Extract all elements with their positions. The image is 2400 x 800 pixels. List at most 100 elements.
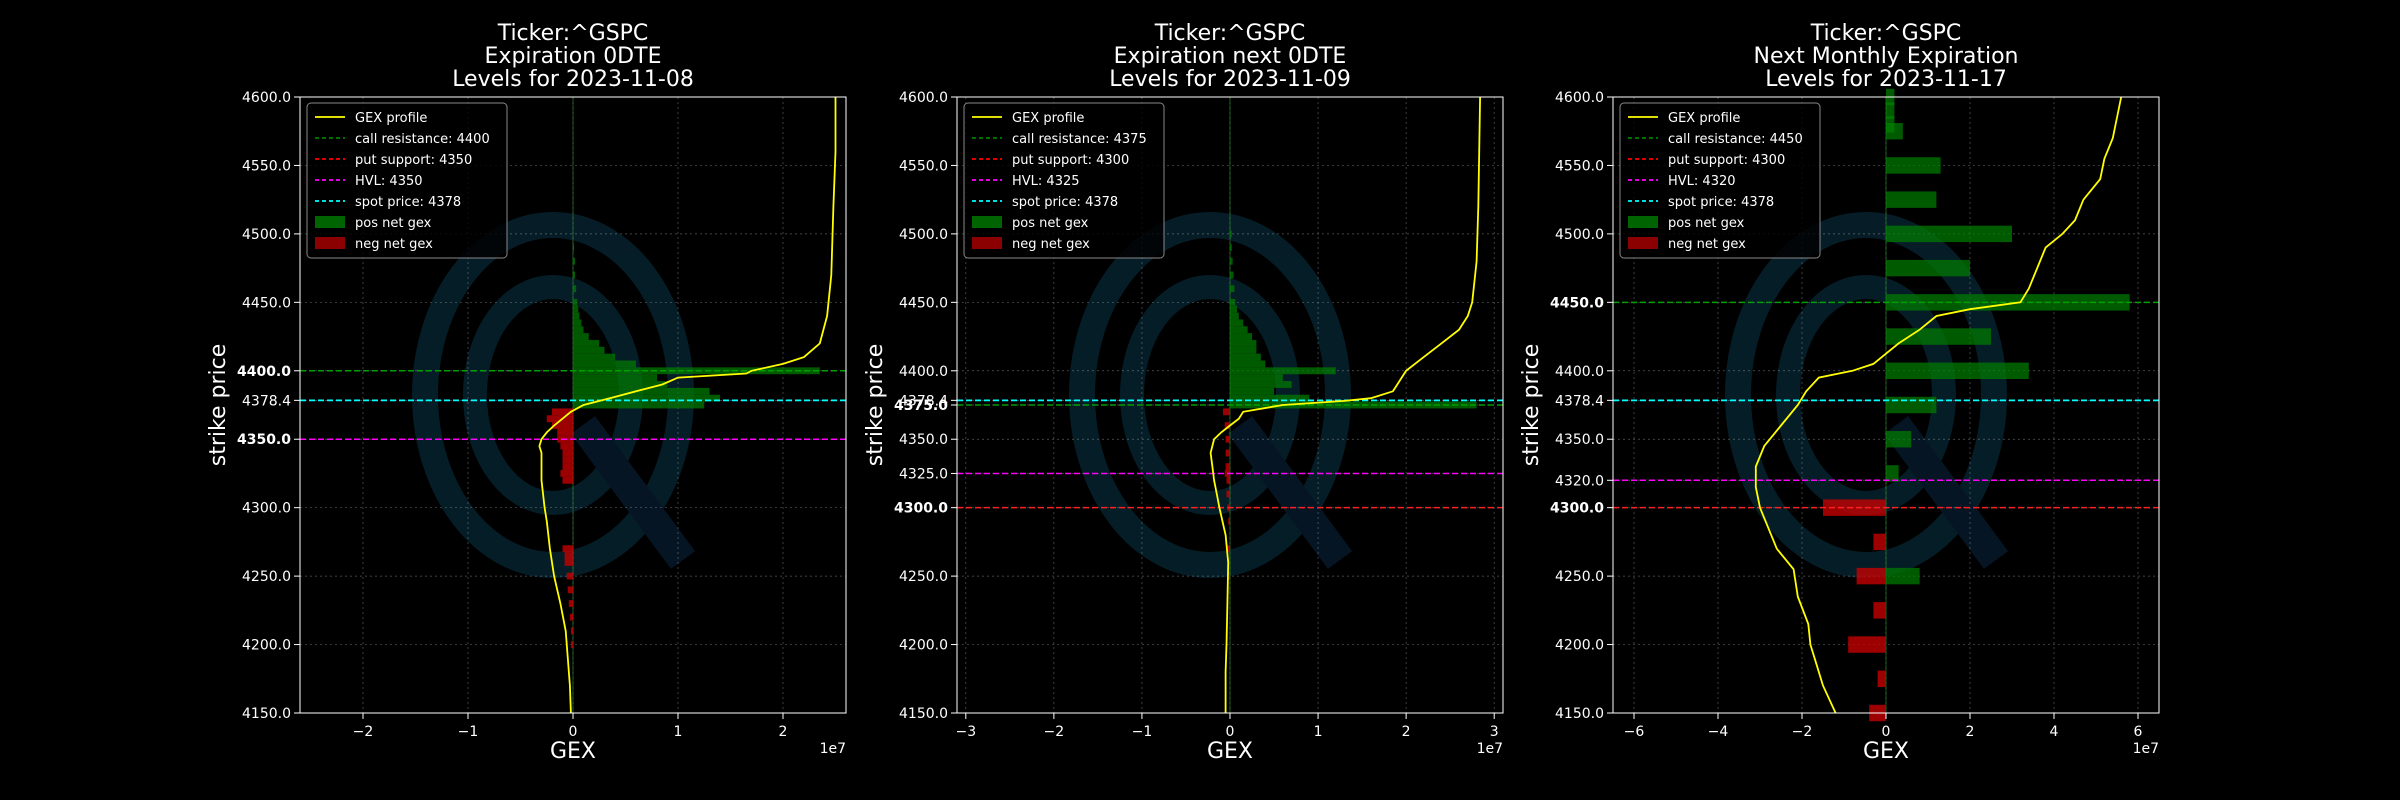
neg-gex-bar — [1227, 545, 1230, 553]
neg-gex-bar — [562, 456, 573, 464]
pos-gex-bar — [573, 271, 576, 279]
y-tick-label: 4500.0 — [242, 227, 291, 243]
x-tick-label: −1 — [1132, 724, 1153, 740]
neg-gex-bar — [1226, 476, 1230, 484]
watermark-ring-outer — [1725, 212, 2007, 578]
pos-gex-bar — [573, 381, 668, 388]
neg-gex-bar — [1225, 435, 1230, 443]
y-tick-label: 4150.0 — [242, 706, 291, 722]
neg-gex-bar — [1228, 517, 1230, 525]
pos-gex-bar — [1886, 362, 2029, 379]
legend-label: pos net gex — [1012, 216, 1089, 231]
pos-gex-bar — [573, 333, 589, 340]
pos-gex-bar — [1230, 312, 1239, 320]
x-axis-label: GEX — [550, 739, 596, 764]
legend-swatch — [315, 237, 345, 249]
neg-gex-bar — [1225, 449, 1230, 457]
legend-box — [306, 102, 508, 259]
x-tick-label: 0 — [1882, 724, 1891, 740]
legend-swatch — [972, 237, 1002, 249]
neg-gex-bar — [1228, 572, 1230, 580]
neg-gex-bar — [560, 442, 573, 450]
y-axis-label: strike price — [863, 344, 888, 466]
y-tick-label: 4550.0 — [1555, 158, 1604, 174]
pos-gex-bar — [573, 326, 584, 334]
pos-gex-bar — [573, 339, 600, 347]
y-tick-label: 4150.0 — [899, 706, 948, 722]
pos-gex-bar — [573, 257, 576, 265]
legend: GEX profile call resistance: 4375 put supp… — [963, 102, 1165, 259]
pos-gex-bar — [573, 401, 705, 409]
legend-label: spot price: 4378 — [1668, 195, 1774, 210]
chart-title-line: Levels for 2023-11-09 — [1109, 67, 1351, 92]
neg-gex-bar — [564, 559, 573, 566]
y-tick-label: 4250.0 — [899, 569, 948, 585]
neg-gex-bar — [570, 641, 573, 648]
pos-gex-bar — [1886, 225, 2012, 243]
pos-gex-bar — [1886, 328, 1991, 345]
legend-label: neg net gex — [1012, 237, 1090, 252]
chart-title-line: Ticker:^GSPC — [1810, 21, 1962, 46]
chart-title-line: Levels for 2023-11-17 — [1765, 67, 2007, 92]
y-tick-label: 4200.0 — [899, 638, 948, 654]
neg-gex-bar — [562, 463, 573, 471]
y-tick-label: 4378.4 — [1555, 393, 1604, 409]
chart-title-line: Expiration next 0DTE — [1114, 44, 1347, 69]
y-tick-label: 4600.0 — [1555, 90, 1604, 106]
y-tick-label: 4550.0 — [899, 158, 948, 174]
pos-gex-bar — [573, 319, 582, 327]
x-tick-label: 2 — [1966, 724, 1975, 740]
legend-swatch — [972, 216, 1002, 228]
y-tick-label: 4378.4 — [899, 393, 948, 409]
x-tick-label: −6 — [1624, 724, 1645, 740]
legend-label: put support: 4300 — [1012, 153, 1129, 168]
x-tick-label: 2 — [779, 724, 788, 740]
chart-title-line: Next Monthly Expiration — [1754, 44, 2019, 69]
pos-gex-bar — [1230, 374, 1283, 382]
gex-profile-line — [1209, 96, 1481, 713]
neg-gex-bar — [560, 470, 573, 477]
y-tick-label: 4200.0 — [242, 638, 291, 654]
legend-swatch — [315, 216, 345, 228]
chart-title-line: Ticker:^GSPC — [497, 21, 649, 46]
y-tick-label: 4450.0 — [1550, 295, 1604, 311]
neg-gex-bar — [566, 572, 573, 580]
pos-gex-bar — [1230, 298, 1236, 306]
pos-gex-bar — [1886, 157, 1941, 174]
legend: GEX profile call resistance: 4400 put supp… — [306, 102, 508, 259]
x-tick-label: 0 — [1226, 724, 1235, 740]
neg-gex-bar — [562, 476, 573, 484]
pos-gex-bar — [1230, 305, 1238, 313]
y-tick-label: 4400.0 — [1555, 364, 1604, 380]
legend-label: HVL: 4320 — [1668, 174, 1736, 189]
neg-gex-bar — [568, 600, 573, 607]
pos-gex-bar — [573, 244, 575, 251]
pos-gex-bar — [1886, 396, 1937, 414]
pos-gex-bar — [573, 353, 615, 361]
y-tick-label: 4450.0 — [899, 295, 948, 311]
watermark-tail — [1227, 416, 1353, 569]
x-tick-label: 4 — [2050, 724, 2059, 740]
legend-swatch — [1628, 237, 1658, 249]
legend-label: put support: 4300 — [1668, 153, 1785, 168]
y-tick-label: 4300.0 — [894, 501, 948, 517]
x-tick-label: 1 — [674, 724, 683, 740]
pos-gex-bar — [1230, 333, 1253, 340]
legend-label: pos net gex — [355, 216, 432, 231]
y-tick-label: 4250.0 — [1555, 569, 1604, 585]
y-tick-label: 4600.0 — [242, 90, 291, 106]
x-tick-label: −2 — [1044, 724, 1065, 740]
pos-gex-bar — [573, 285, 577, 293]
legend-label: put support: 4350 — [355, 153, 472, 168]
pos-gex-bar — [573, 346, 605, 354]
pos-gex-bar — [573, 374, 657, 382]
pos-gex-bar — [1230, 244, 1232, 251]
x-tick-label: −4 — [1708, 724, 1729, 740]
watermark-tail — [570, 416, 696, 569]
y-tick-label: 4200.0 — [1555, 638, 1604, 654]
pos-gex-bar — [1886, 191, 1937, 208]
neg-gex-bar — [1823, 499, 1886, 516]
neg-gex-bar — [552, 408, 573, 416]
neg-gex-bar — [564, 552, 573, 559]
